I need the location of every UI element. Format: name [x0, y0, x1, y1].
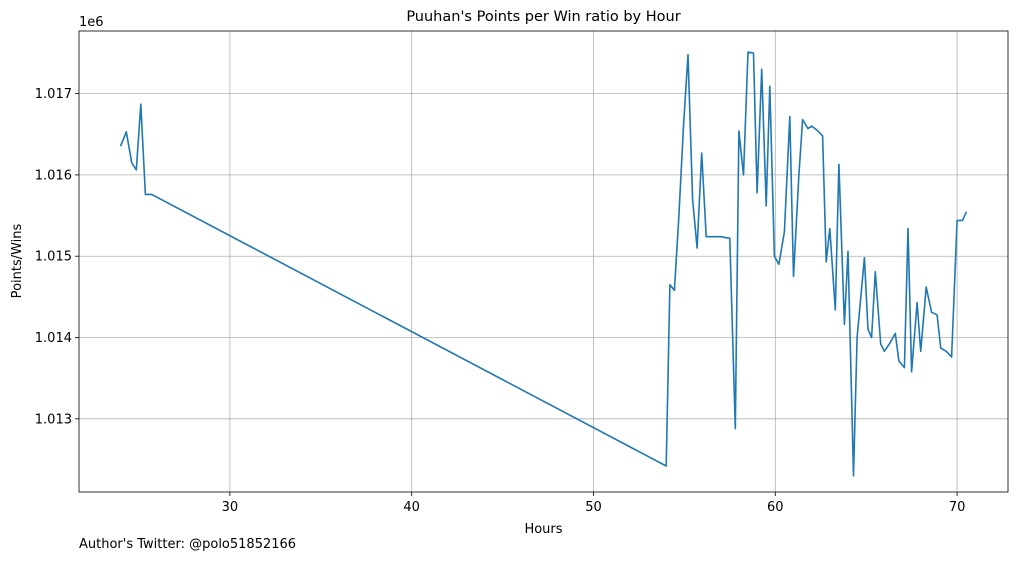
y-tick-label: 1.016	[35, 168, 72, 183]
series-line	[120, 51, 968, 477]
x-tick-label: 70	[949, 500, 966, 515]
chart-title: Puuhan's Points per Win ratio by Hour	[406, 9, 680, 25]
author-credit: Author's Twitter: @polo51852166	[79, 537, 296, 552]
x-tick-label: 60	[767, 500, 784, 515]
x-tick-label: 30	[222, 500, 239, 515]
x-tick-label: 50	[585, 500, 602, 515]
x-tick-label: 40	[403, 500, 420, 515]
y-tick-label: 1.013	[35, 412, 72, 427]
plot-area	[120, 51, 968, 477]
x-axis-label: Hours	[524, 522, 562, 537]
y-axis-label: Points/Wins	[10, 223, 25, 298]
author-twitter-handle: @polo51852166	[189, 537, 297, 552]
y-axis-offset-label: 1e6	[79, 15, 104, 30]
y-tick-label: 1.017	[35, 87, 72, 102]
y-tick-label: 1.014	[35, 331, 72, 346]
author-credit-label: Author's Twitter:	[79, 537, 185, 552]
axes-frame	[78, 30, 1009, 493]
y-tick-label: 1.015	[35, 250, 72, 265]
axis-ticks: 30 40 50 60 70 1.013 1.014 1.015 1.016 1.017	[35, 87, 966, 515]
grid-lines	[79, 31, 1008, 492]
